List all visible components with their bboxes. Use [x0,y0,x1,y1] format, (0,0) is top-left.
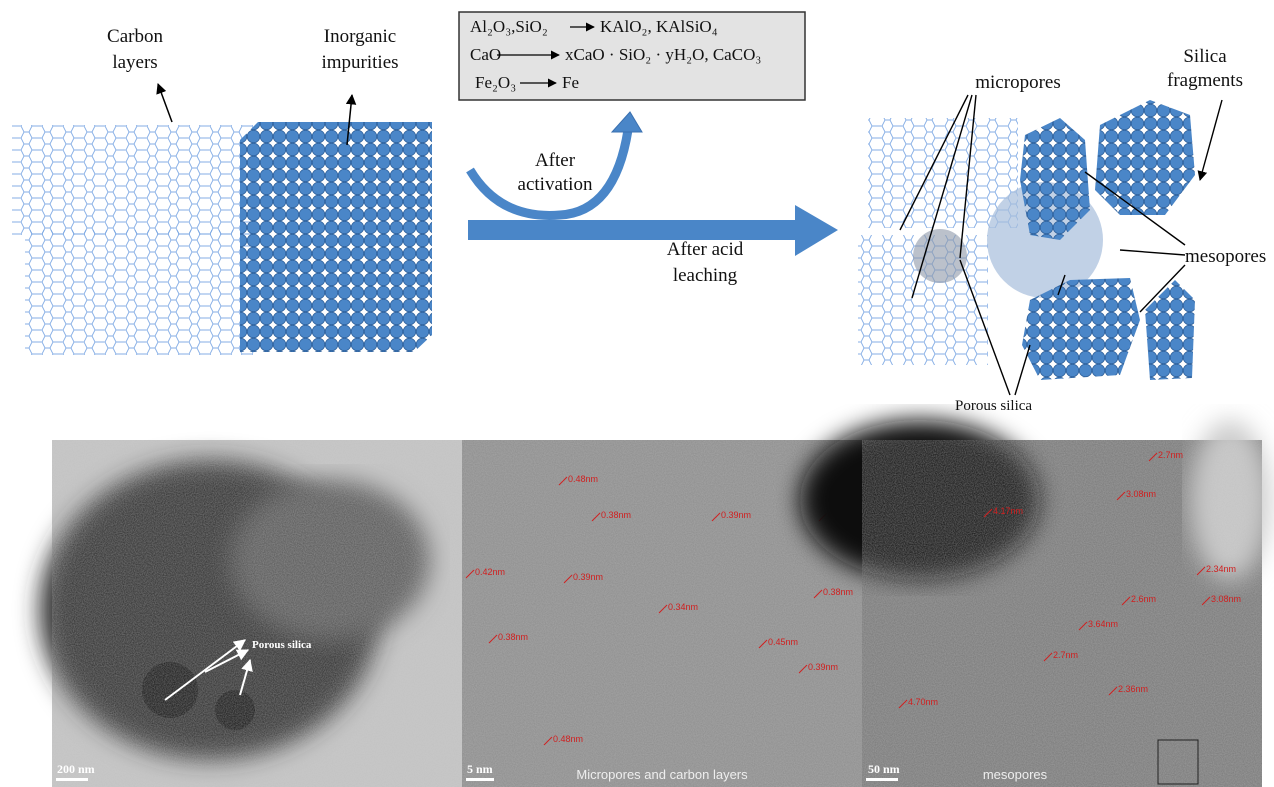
measurement: 0.38nm [498,632,528,642]
product: xCaO · SiO₂ · yH₂O, CaCO₃ [565,45,761,64]
measurement: 2.6nm [1131,594,1156,604]
figure: Carbonlayers Inorganicimpurities Al₂O₃,S… [0,0,1274,787]
micropores-label: micropores [975,72,1060,93]
product: KAlO₂, KAlSiO₄ [600,17,718,36]
measurement: 0.38nm [823,587,853,597]
activation-arrow-head [612,112,642,132]
measurement: 0.39nm [808,662,838,672]
measurement: 3.64nm [1088,619,1118,629]
measurement: 0.48nm [553,734,583,744]
measurement: 2.7nm [1158,450,1183,460]
reactant: Al₂O₃,SiO₂ [470,17,548,36]
measurement: 0.42nm [475,567,505,577]
measurement: 0.34nm [668,602,698,612]
carbon-layers [12,125,257,355]
pointer [158,84,172,122]
measurement: 0.38nm [601,510,631,520]
micropore [913,229,967,283]
measurement: 3.08nm [1211,594,1241,604]
measurement: 2.34nm [1206,564,1236,574]
activation-arrow [470,130,628,215]
measurement: 3.08nm [1126,489,1156,499]
impurity-block [240,122,432,352]
mesopores-label: mesopores [1185,246,1266,267]
caption: mesopores [983,767,1048,782]
scale-bar: 50 nm [868,762,900,776]
measurement: 4.70nm [908,697,938,707]
tem-panel-3: 50 nm mesopores 2.7nm 3.08nm 4.17nm 2.34nm 3… [800,420,1270,787]
reactant: CaO [470,45,501,64]
porous-silica-label: Porous silica [955,398,1032,414]
caption: Micropores and carbon layers [576,767,748,782]
measurement: 0.39nm [573,572,603,582]
measurement: 4.17nm [993,506,1023,516]
scale-bar: 200 nm [57,762,95,776]
product: Fe [562,73,579,92]
measurement: 0.45nm [768,637,798,647]
scale-bar: 5 nm [467,762,493,776]
measurement: 0.39nm [721,510,751,520]
annotation: Porous silica [252,639,312,651]
tem-panel-1: Porous silica 200 nm [40,440,462,787]
measurement: 0.48nm [568,474,598,484]
reactant: Fe₂O₃ [475,73,516,92]
measurement: 2.36nm [1118,684,1148,694]
measurement: 2.7nm [1053,650,1078,660]
